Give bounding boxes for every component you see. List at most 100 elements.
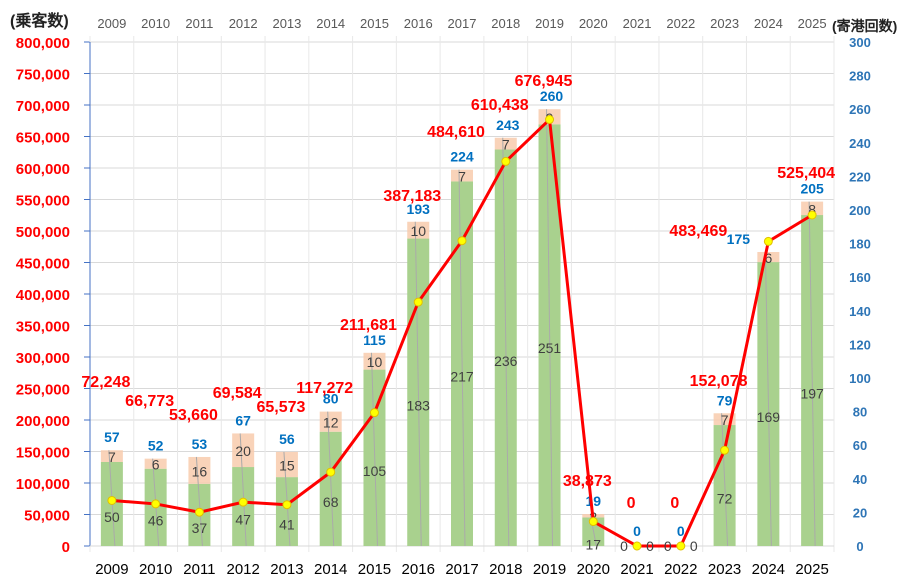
right-tick-label: 160 (849, 270, 871, 285)
total-label: 19 (586, 493, 602, 509)
passenger-label: 525,404 (777, 165, 835, 182)
bottom-category-label: 2020 (577, 561, 610, 578)
passenger-point (107, 495, 117, 505)
bottom-category-label: 2010 (139, 561, 172, 578)
bar-a-label: 105 (363, 463, 387, 479)
left-tick-label: 250,000 (16, 382, 70, 399)
bar-leader (239, 433, 247, 547)
bar-segment-b (144, 458, 167, 469)
total-label: 175 (727, 231, 751, 247)
passenger-label: 53,660 (169, 407, 218, 424)
right-tick-label: 80 (853, 405, 867, 420)
bottom-category-label: 2015 (358, 561, 391, 578)
total-label: 0 (677, 523, 685, 539)
bar-segment-b (319, 411, 342, 432)
right-tick-label: 180 (849, 237, 871, 252)
total-label: 67 (235, 412, 251, 428)
bottom-category-label: 2025 (795, 561, 828, 578)
bottom-category-label: 2014 (314, 561, 347, 578)
right-tick-label: 240 (849, 136, 871, 151)
bar-leader (414, 221, 422, 547)
bar-b-label: 12 (323, 415, 339, 431)
passenger-point (501, 156, 511, 166)
bar-a-label: 46 (148, 512, 164, 528)
total-label: 52 (148, 438, 164, 454)
total-label: 243 (496, 117, 520, 133)
passenger-label: 387,183 (383, 188, 441, 205)
bar-a-label: 68 (323, 494, 339, 510)
top-category-label: 2018 (491, 16, 520, 31)
left-tick-label: 550,000 (16, 193, 70, 210)
bar-b-label: 15 (279, 458, 295, 474)
total-label: 53 (192, 436, 208, 452)
passenger-point (369, 408, 379, 418)
bar-a-label: 17 (586, 537, 602, 553)
top-category-label: 2010 (141, 16, 170, 31)
passenger-label: 211,681 (340, 317, 397, 334)
bar-segment-b (363, 352, 386, 370)
bar-a-label: 37 (192, 520, 208, 536)
bar-b-label: 7 (721, 412, 729, 428)
top-category-label: 2025 (798, 16, 827, 31)
bottom-category-label: 2019 (533, 561, 566, 578)
top-category-label: 2009 (97, 16, 126, 31)
top-category-label: 2022 (666, 16, 695, 31)
total-label: 56 (279, 431, 295, 447)
left-tick-label: 350,000 (16, 319, 70, 336)
total-label: 80 (323, 391, 339, 407)
bottom-category-label: 2013 (270, 561, 303, 578)
bar-b-label: 16 (192, 463, 208, 479)
bar-a-label: 197 (800, 386, 824, 402)
bar-b-label: 6 (764, 250, 772, 266)
bar-segment-b (494, 137, 517, 150)
passenger-point (282, 500, 292, 510)
total-label: 79 (717, 392, 733, 408)
left-tick-label: 150,000 (16, 445, 70, 462)
bar-leader (327, 411, 335, 547)
left-tick-label: 700,000 (16, 98, 70, 115)
top-category-label: 2011 (185, 16, 213, 31)
passenger-label: 72,248 (81, 374, 130, 391)
passenger-point (676, 541, 686, 551)
bottom-category-label: 2016 (402, 561, 435, 578)
left-tick-label: 400,000 (16, 287, 70, 304)
bar-a-label: 41 (279, 517, 295, 533)
bar-b-label: 10 (367, 354, 383, 370)
passenger-point (326, 467, 336, 477)
passenger-label: 38,873 (563, 473, 612, 490)
bar-b-label: 0 (690, 538, 698, 554)
bar-segment-b (451, 169, 473, 182)
passenger-point (238, 497, 248, 507)
passenger-label: 65,573 (256, 399, 305, 416)
right-tick-label: 260 (849, 102, 871, 117)
top-category-label: 2017 (448, 16, 477, 31)
bar-b-label: 8 (808, 201, 816, 217)
right-tick-label: 120 (849, 337, 871, 352)
bottom-category-label: 2024 (752, 561, 785, 578)
top-category-label: 2014 (316, 16, 345, 31)
bottom-category-label: 2009 (95, 561, 128, 578)
bottom-category-label: 2021 (620, 561, 653, 578)
right-tick-label: 40 (853, 472, 867, 487)
bar-segment-b (275, 451, 298, 478)
right-tick-label: 100 (849, 371, 871, 386)
total-label: 205 (800, 181, 824, 197)
bar-a-label: 236 (494, 353, 518, 369)
passenger-point (413, 297, 423, 307)
right-tick-label: 60 (853, 438, 867, 453)
bottom-category-label: 2018 (489, 561, 522, 578)
bar-leader (502, 137, 510, 547)
bar-b-label: 7 (108, 449, 116, 465)
passenger-label: 66,773 (125, 393, 174, 410)
bar-leader (764, 251, 772, 547)
right-tick-label: 300 (849, 35, 871, 50)
left-tick-label: 100,000 (16, 476, 70, 493)
left-tick-label: 200,000 (16, 413, 70, 430)
bottom-category-label: 2011 (183, 561, 215, 578)
right-tick-label: 20 (853, 505, 867, 520)
passenger-label: 676,945 (515, 73, 573, 90)
top-category-label: 2020 (579, 16, 608, 31)
bar-a-label: 50 (104, 509, 120, 525)
bar-a-label: 0 (620, 538, 628, 554)
